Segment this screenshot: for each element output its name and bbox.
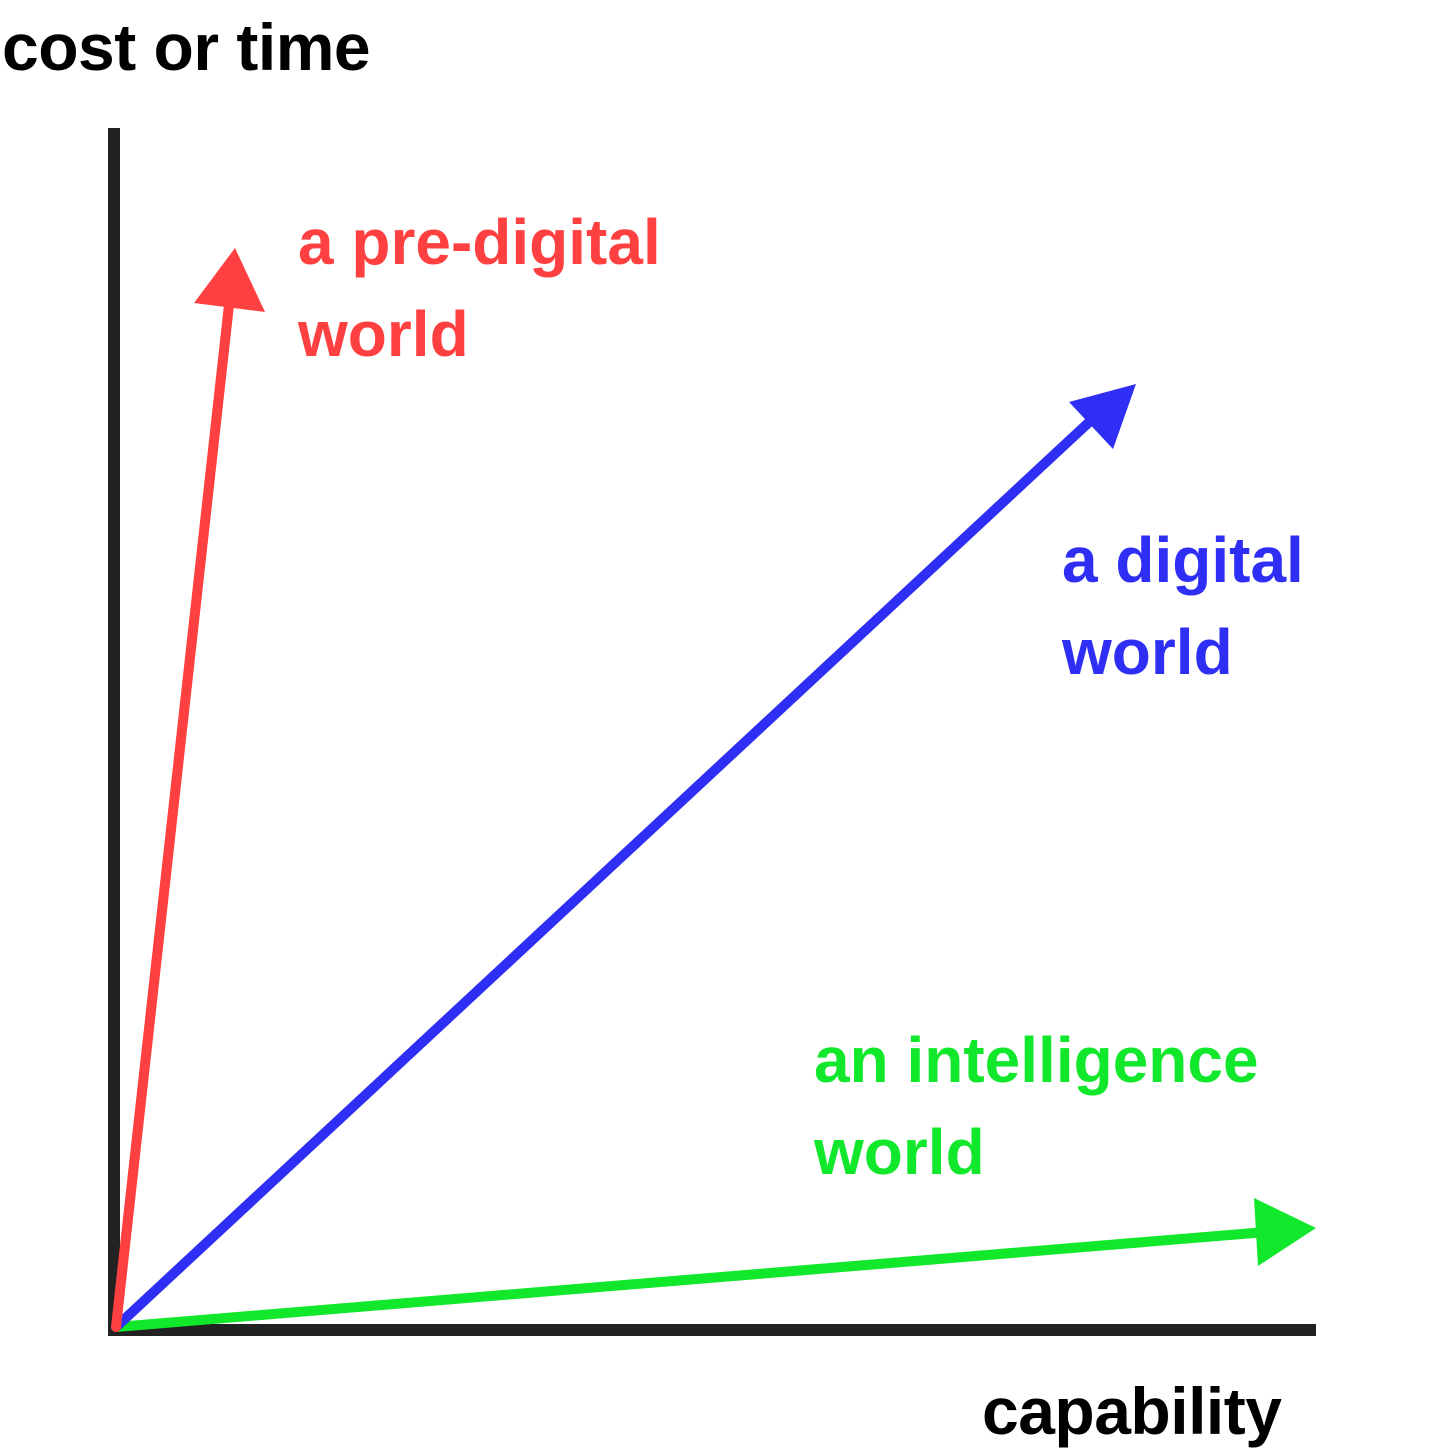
digital-world-arrowhead [1069,384,1136,449]
predigital-world-label: a pre-digital world [298,210,661,366]
predigital-world-arrowhead [194,248,265,312]
digital-world-label-line1: a digital [1062,524,1304,596]
predigital-world-label-line2: world [298,298,469,370]
intelligence-world-label-line1: an intelligence [814,1024,1259,1096]
intelligence-world-label-line2: world [814,1116,985,1188]
y-axis-label: cost or time [2,10,371,84]
intelligence-world-label: an intelligence world [814,1028,1259,1184]
intelligence-world-arrow-line [111,1227,1271,1332]
predigital-world-label-line1: a pre-digital [298,206,661,278]
intelligence-world-arrowhead [1254,1198,1316,1266]
digital-world-label-line2: world [1062,616,1233,688]
digital-world-label: a digital world [1062,528,1304,684]
x-axis-label: capability [982,1374,1282,1448]
predigital-world-arrow-line [111,291,235,1332]
digital-world-arrow-line [111,407,1105,1332]
